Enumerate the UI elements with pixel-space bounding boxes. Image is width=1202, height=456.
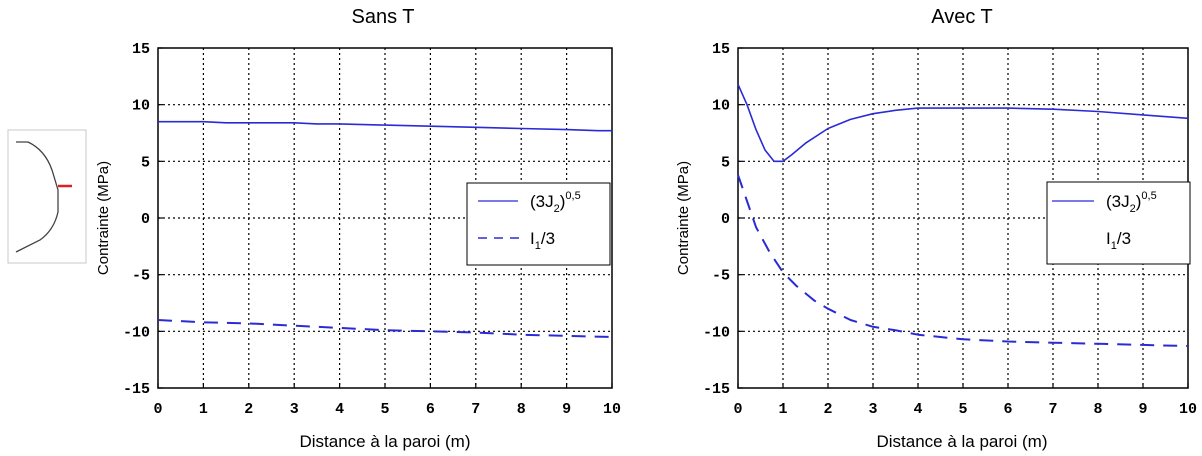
y-tick-label: 15 bbox=[712, 41, 730, 58]
y-tick-label: -10 bbox=[703, 324, 730, 341]
x-tick-label: 1 bbox=[778, 401, 787, 418]
x-tick-label: 7 bbox=[1048, 401, 1057, 418]
legend-entry-j2: (3J2)0,5 bbox=[530, 190, 581, 215]
x-tick-label: 3 bbox=[868, 401, 877, 418]
legend-entry-j2: (3J2)0,5 bbox=[1106, 190, 1157, 215]
y-tick-labels: 15 10 5 0 -5 -10 -15 bbox=[123, 41, 150, 398]
x-tick-label: 0 bbox=[153, 401, 162, 418]
x-tick-label: 2 bbox=[244, 401, 253, 418]
x-tick-label: 10 bbox=[1179, 401, 1197, 418]
y-tick-label: 0 bbox=[141, 211, 150, 228]
x-tick-label: 3 bbox=[290, 401, 299, 418]
y-tick-label: 10 bbox=[132, 98, 150, 115]
x-tick-label: 10 bbox=[603, 401, 621, 418]
y-tick-labels: 15 10 5 0 -5 -10 -15 bbox=[703, 41, 730, 398]
chart-title: Sans T bbox=[352, 6, 415, 28]
series-line-i1-3 bbox=[157, 319, 613, 338]
series-line-3j2 bbox=[737, 83, 1189, 163]
y-tick-label: 10 bbox=[712, 98, 730, 115]
wall-profile-icon bbox=[7, 129, 87, 264]
y-tick-label: -5 bbox=[132, 268, 150, 285]
series-lines bbox=[157, 120, 613, 338]
x-tick-label: 8 bbox=[517, 401, 526, 418]
series-lines bbox=[737, 83, 1189, 348]
y-tick-label: -15 bbox=[123, 381, 150, 398]
x-tick-label: 8 bbox=[1093, 401, 1102, 418]
legend-entry-i1: I1/3 bbox=[1106, 229, 1131, 252]
x-tick-label: 7 bbox=[471, 401, 480, 418]
x-axis-label: Distance à la paroi (m) bbox=[299, 432, 470, 451]
x-tick-label: 0 bbox=[733, 401, 742, 418]
y-tick-label: -10 bbox=[123, 324, 150, 341]
chart-sans-t: Sans T 0 1 2 3 4 5 6 7 8 9 10 15 10 5 0 -5 -10 -15 Dista… bbox=[95, 6, 621, 451]
x-tick-label: 1 bbox=[199, 401, 208, 418]
y-tick-label: -5 bbox=[712, 268, 730, 285]
legend-entry-i1: I1/3 bbox=[530, 229, 555, 252]
chart-avec-t: Avec T 0 1 2 3 4 5 6 7 8 9 10 15 10 5 0 -5 -10 -15 Dista… bbox=[675, 6, 1197, 451]
x-axis-label: Distance à la paroi (m) bbox=[876, 432, 1047, 451]
y-tick-label: 5 bbox=[721, 154, 730, 171]
x-tick-label: 5 bbox=[958, 401, 967, 418]
x-tick-label: 9 bbox=[1138, 401, 1147, 418]
y-tick-label: -15 bbox=[703, 381, 730, 398]
series-line-3j2 bbox=[158, 120, 612, 132]
x-tick-label: 9 bbox=[562, 401, 571, 418]
y-axis-label: Contrainte (MPa) bbox=[675, 161, 692, 275]
legend: (3J2)0,5 I1/3 bbox=[1046, 181, 1191, 265]
legend: (3J2)0,5 I1/3 bbox=[466, 182, 611, 266]
legend-box bbox=[466, 182, 611, 266]
x-tick-label: 2 bbox=[823, 401, 832, 418]
chart-title: Avec T bbox=[931, 6, 993, 28]
y-tick-label: 15 bbox=[132, 41, 150, 58]
y-axis-label: Contrainte (MPa) bbox=[95, 161, 112, 275]
legend-box bbox=[1046, 181, 1191, 265]
x-tick-label: 5 bbox=[380, 401, 389, 418]
x-tick-label: 4 bbox=[335, 401, 344, 418]
x-tick-labels: 0 1 2 3 4 5 6 7 8 9 10 bbox=[733, 401, 1197, 418]
x-tick-label: 6 bbox=[1003, 401, 1012, 418]
series-line-i1-3 bbox=[737, 174, 1189, 348]
y-tick-label: 0 bbox=[721, 211, 730, 228]
y-tick-label: 5 bbox=[141, 154, 150, 171]
x-tick-label: 6 bbox=[426, 401, 435, 418]
x-tick-label: 4 bbox=[913, 401, 922, 418]
x-tick-labels: 0 1 2 3 4 5 6 7 8 9 10 bbox=[153, 401, 621, 418]
